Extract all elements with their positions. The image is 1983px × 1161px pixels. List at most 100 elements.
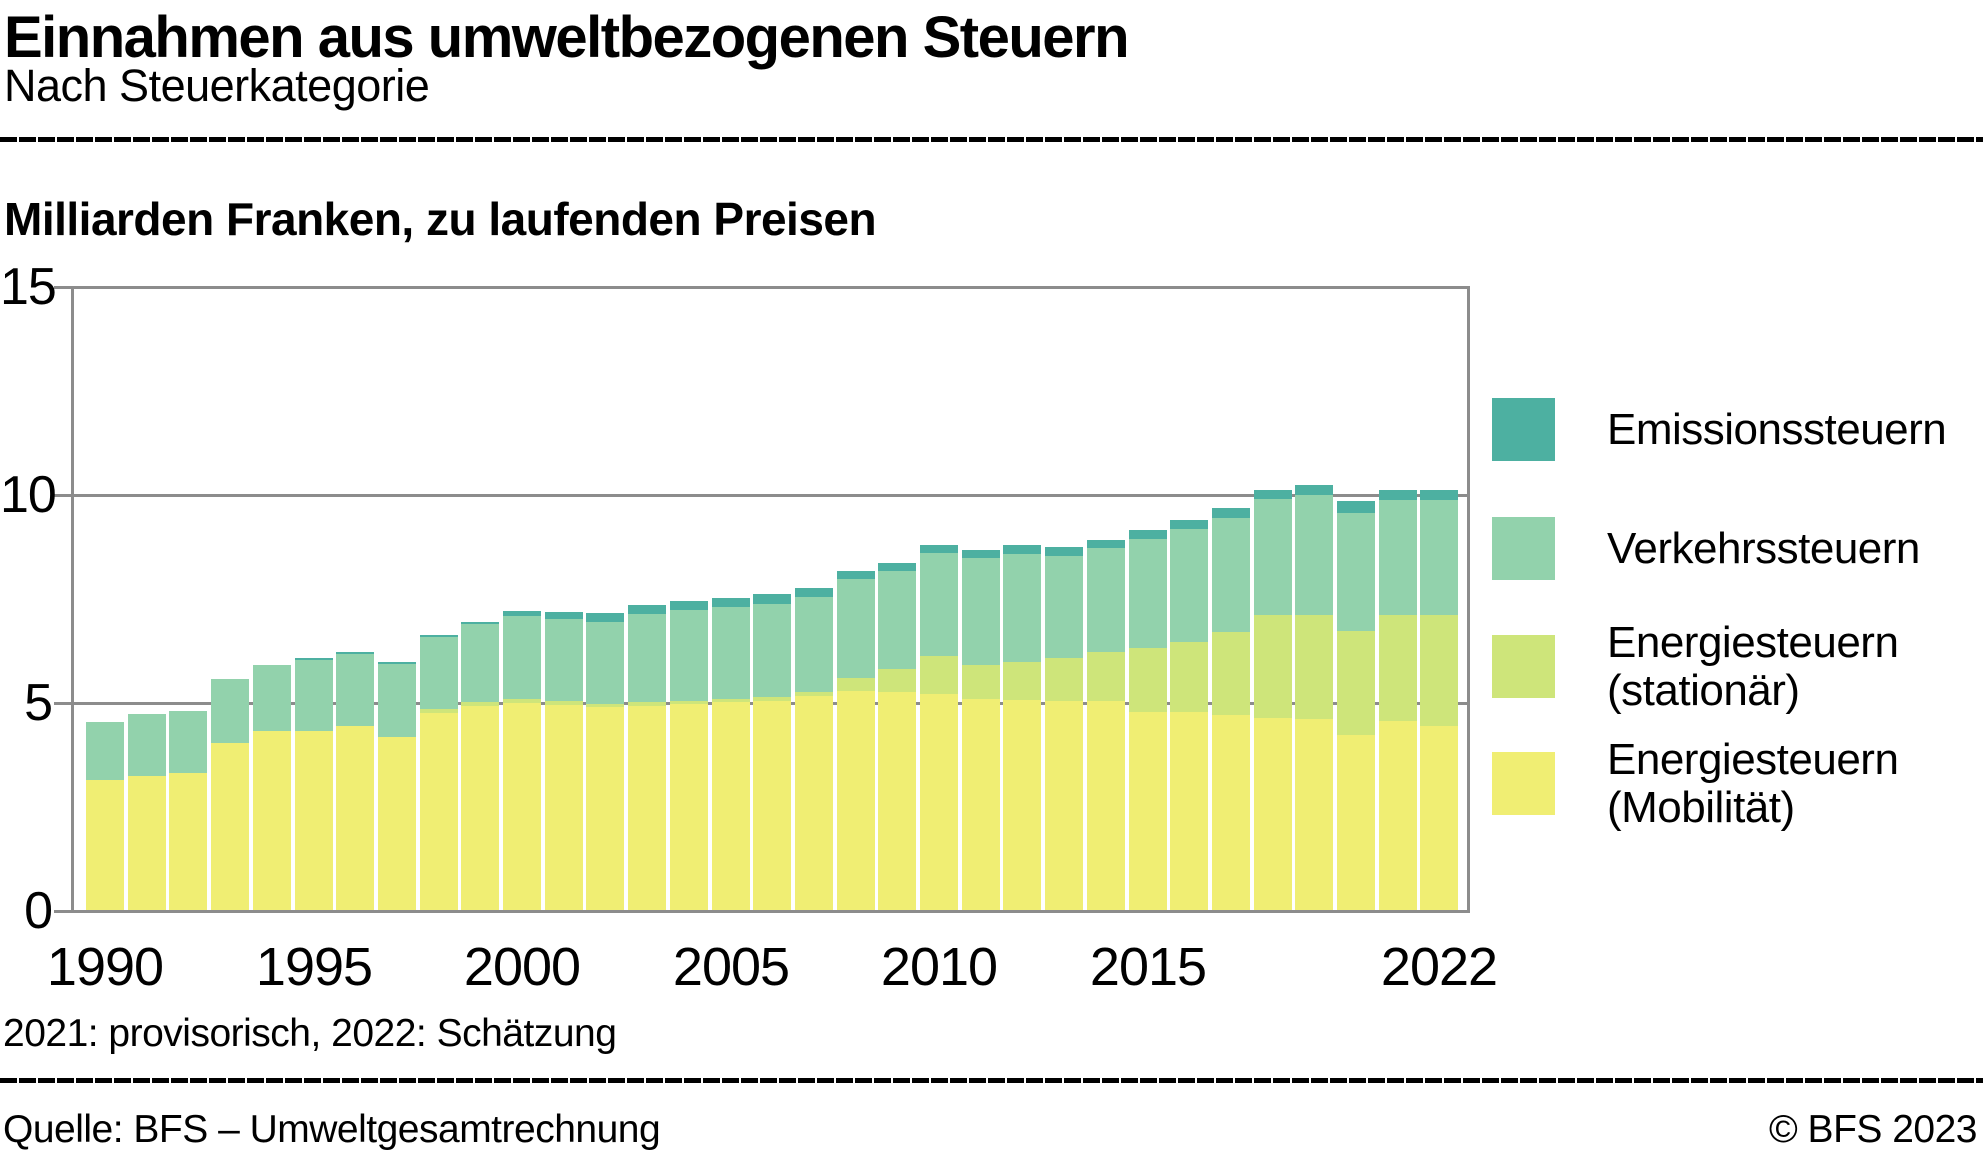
bar-segment-2012-energy_stationary	[1003, 662, 1041, 700]
bar-segment-2011-emissions	[962, 550, 1000, 558]
bar-segment-2022-emissions	[1420, 490, 1458, 500]
y-axis-label-10: 10	[0, 466, 57, 524]
y-tick-15	[54, 286, 74, 289]
bar-segment-2017-energy_stationary	[1212, 632, 1250, 715]
bar-segment-2014-traffic	[1087, 548, 1125, 652]
x-axis-label-2015: 2015	[1089, 937, 1207, 997]
bar-segment-2010-energy_stationary	[920, 656, 958, 694]
bar-segment-2021-energy_stationary	[1379, 615, 1417, 721]
plot-top-border	[71, 286, 1470, 289]
bar-segment-2011-energy_mobility	[962, 699, 1000, 910]
y-tick-0	[54, 910, 74, 913]
bar-segment-2002-emissions	[586, 613, 624, 622]
bar-segment-2021-energy_mobility	[1379, 721, 1417, 910]
bar-segment-2022-traffic	[1420, 500, 1458, 615]
bar-segment-2013-energy_mobility	[1045, 701, 1083, 910]
legend-swatch-energy_mobility	[1492, 752, 1555, 815]
bar-segment-2019-traffic	[1295, 495, 1333, 615]
legend-label-traffic: Verkehrssteuern	[1607, 523, 1920, 573]
bar-segment-1997-energy_mobility	[378, 737, 416, 910]
bar-segment-2003-energy_mobility	[628, 706, 666, 910]
legend-label-line: Energiesteuern	[1607, 617, 1899, 667]
bar-segment-2012-energy_mobility	[1003, 700, 1041, 910]
bar-segment-2016-energy_stationary	[1170, 642, 1208, 712]
bar-segment-1997-emissions	[378, 662, 416, 664]
bar-segment-1994-traffic	[253, 665, 291, 731]
legend-label-line: Verkehrssteuern	[1607, 523, 1920, 573]
bar-segment-1998-emissions	[420, 635, 458, 637]
bar-segment-2005-energy_stationary	[712, 699, 750, 702]
x-axis-label-1995: 1995	[255, 937, 373, 997]
bar-segment-2016-energy_mobility	[1170, 712, 1208, 910]
source-label: Quelle: BFS – Umweltgesamtrechnung	[3, 1108, 661, 1151]
bar-segment-2002-traffic	[586, 622, 624, 704]
bar-segment-2013-energy_stationary	[1045, 658, 1083, 701]
bar-segment-2000-energy_mobility	[503, 703, 541, 910]
bar-segment-2015-energy_stationary	[1129, 648, 1167, 712]
bar-segment-2022-energy_stationary	[1420, 615, 1458, 726]
bar-segment-2001-energy_stationary	[545, 701, 583, 705]
page-title: Einnahmen aus umweltbezogenen Steuern	[4, 5, 1130, 70]
bar-segment-2018-emissions	[1254, 490, 1292, 499]
bar-segment-2022-energy_mobility	[1420, 726, 1458, 910]
bar-segment-2005-emissions	[712, 598, 750, 607]
bar-segment-2001-emissions	[545, 612, 583, 619]
legend-label-line: (Mobilität)	[1607, 782, 1795, 832]
bar-segment-2004-energy_mobility	[670, 704, 708, 910]
bar-segment-2008-emissions	[837, 571, 875, 579]
bar-segment-2000-emissions	[503, 611, 541, 616]
gridline-y-10	[71, 494, 1470, 497]
bar-segment-2019-emissions	[1295, 485, 1333, 495]
bar-segment-1994-energy_mobility	[253, 731, 291, 910]
bar-segment-2006-emissions	[753, 594, 791, 604]
bar-segment-1990-energy_mobility	[86, 780, 124, 910]
x-axis-label-2005: 2005	[672, 937, 790, 997]
bar-segment-2002-energy_mobility	[586, 707, 624, 910]
legend-item-emissions: Emissionssteuern	[1492, 398, 1972, 461]
copyright-label: © BFS 2023	[1768, 1108, 1978, 1151]
bar-segment-2007-energy_stationary	[795, 692, 833, 696]
bar-segment-2013-traffic	[1045, 556, 1083, 658]
bar-segment-1996-emissions	[336, 652, 374, 654]
bar-segment-1995-traffic	[295, 660, 333, 731]
bar-segment-2014-energy_mobility	[1087, 701, 1125, 910]
bar-segment-2020-traffic	[1337, 513, 1375, 631]
x-axis-label-2000: 2000	[463, 937, 581, 997]
legend-label-line: Energiesteuern	[1607, 734, 1899, 784]
legend-label-line: (stationär)	[1607, 665, 1800, 715]
bar-segment-1999-energy_mobility	[461, 706, 499, 910]
bar-segment-2003-traffic	[628, 614, 666, 702]
header-divider-line	[0, 137, 1983, 142]
bar-segment-2000-traffic	[503, 616, 541, 699]
bar-segment-2015-energy_mobility	[1129, 712, 1167, 910]
bar-segment-1998-traffic	[420, 637, 458, 709]
bar-segment-2017-traffic	[1212, 518, 1250, 632]
bar-segment-2009-energy_stationary	[878, 669, 916, 692]
bar-segment-1999-emissions	[461, 622, 499, 624]
bar-segment-2020-energy_mobility	[1337, 735, 1375, 910]
bar-segment-1991-energy_mobility	[128, 776, 166, 910]
legend-swatch-traffic	[1492, 517, 1555, 580]
bar-segment-2015-traffic	[1129, 539, 1167, 648]
bar-segment-2003-energy_stationary	[628, 702, 666, 706]
bar-segment-2018-energy_mobility	[1254, 718, 1292, 910]
bar-segment-1997-traffic	[378, 664, 416, 737]
bar-segment-2012-traffic	[1003, 554, 1041, 662]
bar-segment-2007-traffic	[795, 597, 833, 692]
bar-segment-2015-emissions	[1129, 530, 1167, 539]
bar-segment-1996-traffic	[336, 654, 374, 726]
legend-swatch-emissions	[1492, 398, 1555, 461]
bar-segment-2010-energy_mobility	[920, 694, 958, 910]
bar-segment-2001-traffic	[545, 619, 583, 701]
bar-segment-1991-traffic	[128, 714, 166, 776]
x-axis-line	[71, 910, 1470, 913]
bar-segment-1993-energy_mobility	[211, 743, 249, 910]
bar-segment-2003-emissions	[628, 605, 666, 614]
bar-segment-2009-traffic	[878, 571, 916, 669]
bar-segment-2018-energy_stationary	[1254, 615, 1292, 718]
bar-segment-2016-traffic	[1170, 529, 1208, 642]
bar-segment-1998-energy_stationary	[420, 709, 458, 713]
bar-segment-1992-energy_mobility	[169, 773, 207, 910]
bar-segment-2021-emissions	[1379, 490, 1417, 500]
bar-segment-2017-energy_mobility	[1212, 715, 1250, 910]
